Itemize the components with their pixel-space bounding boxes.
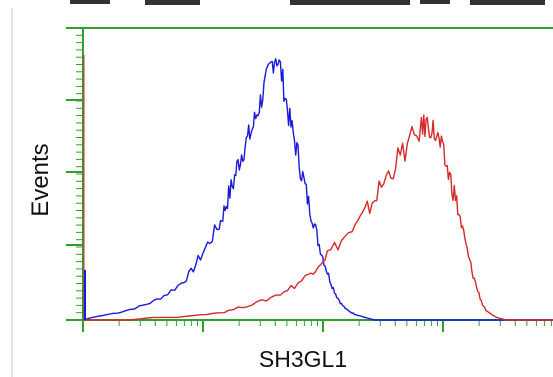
x-axis-ticks — [82, 320, 552, 332]
plot-frame — [82, 27, 553, 321]
series-layer — [82, 58, 553, 321]
cropped-header-fragment — [70, 0, 545, 5]
x-axis-label: SH3GL1 — [259, 346, 347, 372]
y-axis-ticks — [66, 27, 83, 321]
blue-series-line — [82, 58, 553, 321]
red-series-line — [83, 114, 553, 321]
y-axis-label: Events — [27, 143, 54, 216]
